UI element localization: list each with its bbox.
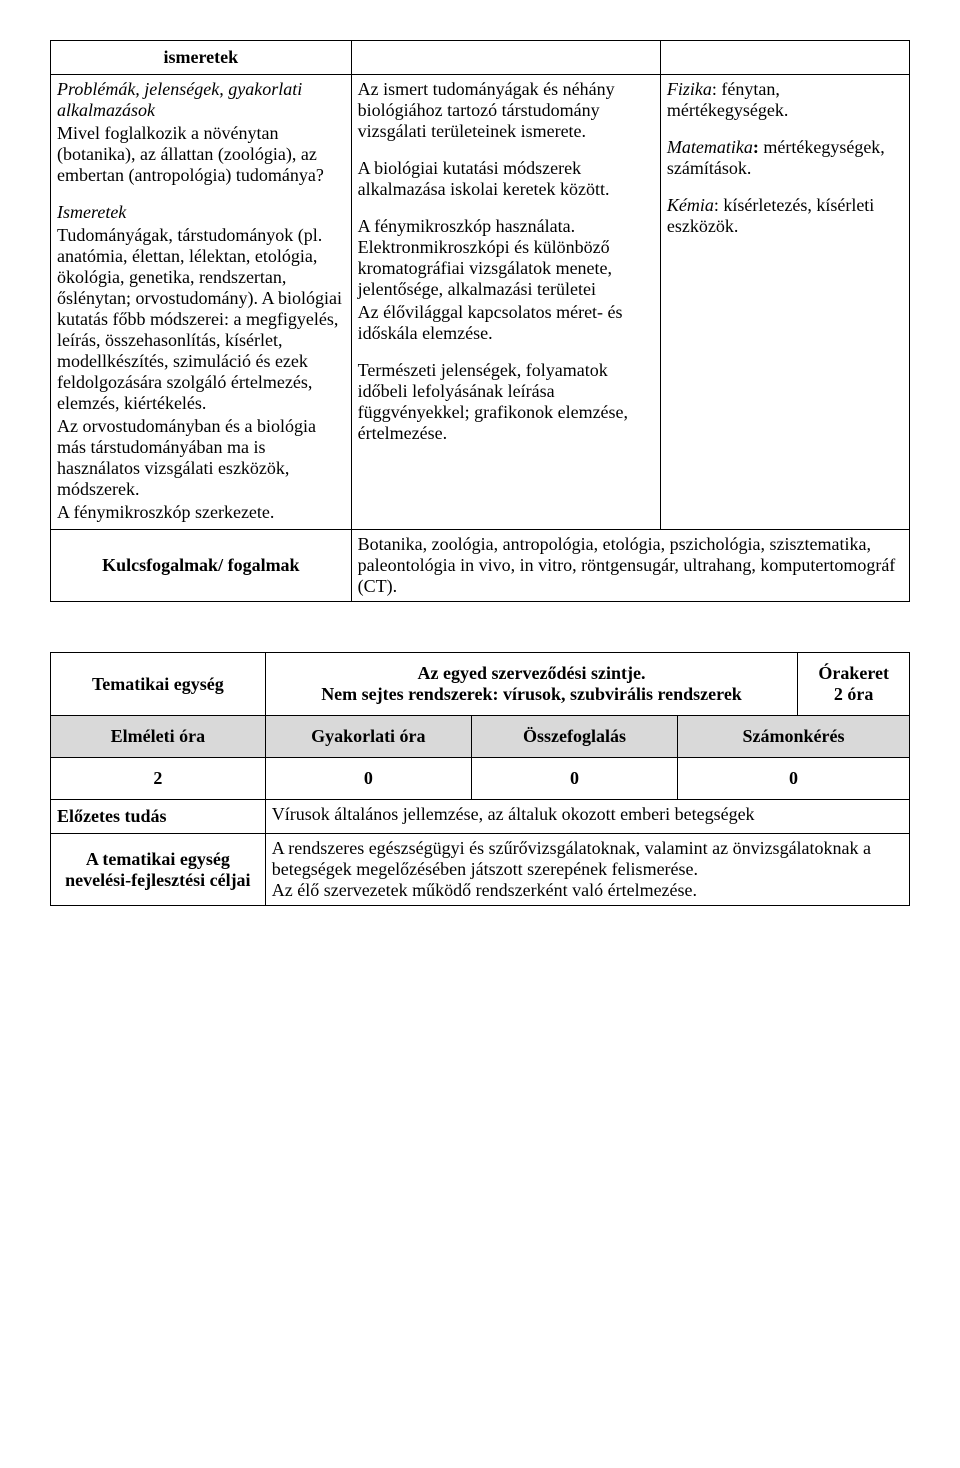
text-kutatasi-modszerek: A biológiai kutatási módszerek alkalmazá… xyxy=(358,158,654,200)
text-fenymikroszkop-haszn: A fénymikroszkóp használata. Elektronmik… xyxy=(358,216,654,300)
val-osszefoglalas: 0 xyxy=(471,758,677,800)
table-tematikai-egyseg: Tematikai egység Az egyed szerveződési s… xyxy=(50,652,910,906)
header-ismeretek: ismeretek xyxy=(51,41,352,75)
link-kemia-label: Kémia xyxy=(667,195,714,215)
text-orvostudomany: Az orvostudományban és a biológia más tá… xyxy=(57,416,345,500)
val-szamonkeres: 0 xyxy=(678,758,910,800)
link-matematika-colon: : xyxy=(753,137,764,157)
label-kulcsfogalmak: Kulcsfogalmak/ fogalmak xyxy=(51,530,352,602)
text-fenymikroszkop-szerk: A fénymikroszkóp szerkezete. xyxy=(57,502,345,523)
text-ismeretek-body: Tudományágak, társtudományok (pl. anatóm… xyxy=(57,225,345,414)
label-celjai: A tematikai egység nevelési-fejlesztési … xyxy=(51,834,266,906)
cell-links: Fizika: fénytan, mértékegységek. Matemat… xyxy=(660,75,909,530)
text-problemak-body: Mivel foglalkozik a növénytan (botanika)… xyxy=(57,123,345,186)
spacer xyxy=(50,602,910,652)
text-celjai-p1: A rendszeres egészségügyi és szűrővizsgá… xyxy=(272,838,903,880)
cell-problems: Problémák, jelenségek, gyakorlati alkalm… xyxy=(51,75,352,530)
text-celjai-p2: Az élő szervezetek működő rendszerként v… xyxy=(272,880,903,901)
cell-orakeret: Órakeret 2 óra xyxy=(798,653,910,716)
cell-activities: Az ismert tudományágak és néhány biológi… xyxy=(351,75,660,530)
text-elovilag-skala: Az élővilággal kapcsolatos méret- és idő… xyxy=(358,302,654,344)
header-empty-2 xyxy=(660,41,909,75)
header-empty-1 xyxy=(351,41,660,75)
table-topic-ismeretek: ismeretek Problémák, jelenségek, gyakorl… xyxy=(50,40,910,602)
text-tarstudomany: Az ismert tudományágak és néhány biológi… xyxy=(358,79,654,142)
unit-title-line2: Nem sejtes rendszerek: vírusok, szubvirá… xyxy=(272,684,792,705)
text-kulcsfogalmak: Botanika, zoológia, antropológia, etológ… xyxy=(351,530,909,602)
unit-title-line1: Az egyed szerveződési szintje. xyxy=(272,663,792,684)
hdr-szamonkeres: Számonkérés xyxy=(678,716,910,758)
text-elozetes-tudas: Vírusok általános jellemzése, az általuk… xyxy=(265,800,909,834)
cell-unit-title: Az egyed szerveződési szintje. Nem sejte… xyxy=(265,653,798,716)
hdr-osszefoglalas: Összefoglalás xyxy=(471,716,677,758)
hdr-elmeleti: Elméleti óra xyxy=(51,716,266,758)
label-tematikai-egyseg: Tematikai egység xyxy=(51,653,266,716)
orakeret-value: 2 óra xyxy=(804,684,903,705)
text-termeszeti-jelensegek: Természeti jelenségek, folyamatok időbel… xyxy=(358,360,654,444)
subhead-ismeretek: Ismeretek xyxy=(57,202,126,222)
hdr-gyakorlati: Gyakorlati óra xyxy=(265,716,471,758)
subhead-problemak: Problémák, jelenségek, gyakorlati alkalm… xyxy=(57,79,302,120)
link-matematika-label: Matematika xyxy=(667,137,753,157)
link-fizika-label: Fizika xyxy=(667,79,712,99)
cell-celjai: A rendszeres egészségügyi és szűrővizsgá… xyxy=(265,834,909,906)
val-elmeleti: 2 xyxy=(51,758,266,800)
orakeret-label: Órakeret xyxy=(804,663,903,684)
label-elozetes-tudas: Előzetes tudás xyxy=(51,800,266,834)
val-gyakorlati: 0 xyxy=(265,758,471,800)
